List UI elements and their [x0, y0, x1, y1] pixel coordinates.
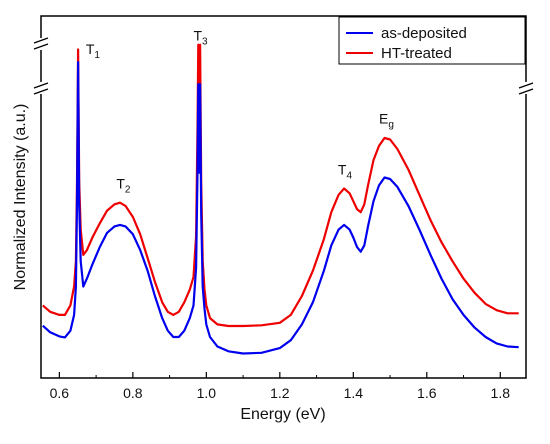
peak-label-t4: T4: [338, 161, 353, 181]
legend-box: [338, 16, 526, 65]
plot-frame: [40, 15, 527, 379]
x-tick-label: 1.4: [344, 385, 364, 401]
peak-label-t1: T1: [86, 41, 101, 61]
legend-label-ht-treated: HT-treated: [381, 45, 452, 62]
peak-label-eg: Eg: [379, 111, 394, 131]
series-layer: [42, 43, 519, 355]
x-tick-label: 1.8: [491, 385, 511, 401]
x-tick-label: 1.6: [417, 385, 437, 401]
legend-label-as-deposited: as-deposited: [381, 25, 467, 42]
peak-label-t2: T2: [116, 176, 131, 196]
legend: as-deposited HT-treated: [338, 16, 526, 65]
x-tick-label: 0.6: [50, 385, 70, 401]
series-line-ht-treated: [42, 43, 519, 328]
x-tick-label: 0.8: [123, 385, 143, 401]
x-axis-ticks: 0.6 0.8 1.0 1.2 1.4 1.6 1.8: [50, 372, 511, 401]
y-axis-break-mark-right: [518, 82, 534, 95]
series-line-as-deposited: [42, 61, 519, 355]
x-tick-label: 1.2: [270, 385, 290, 401]
x-axis-title: Energy (eV): [240, 406, 325, 423]
y-axis-break-mark: [33, 37, 49, 95]
y-axis-title: Normalized Intensity (a.u.): [12, 104, 29, 291]
x-tick-label: 1.0: [197, 385, 217, 401]
